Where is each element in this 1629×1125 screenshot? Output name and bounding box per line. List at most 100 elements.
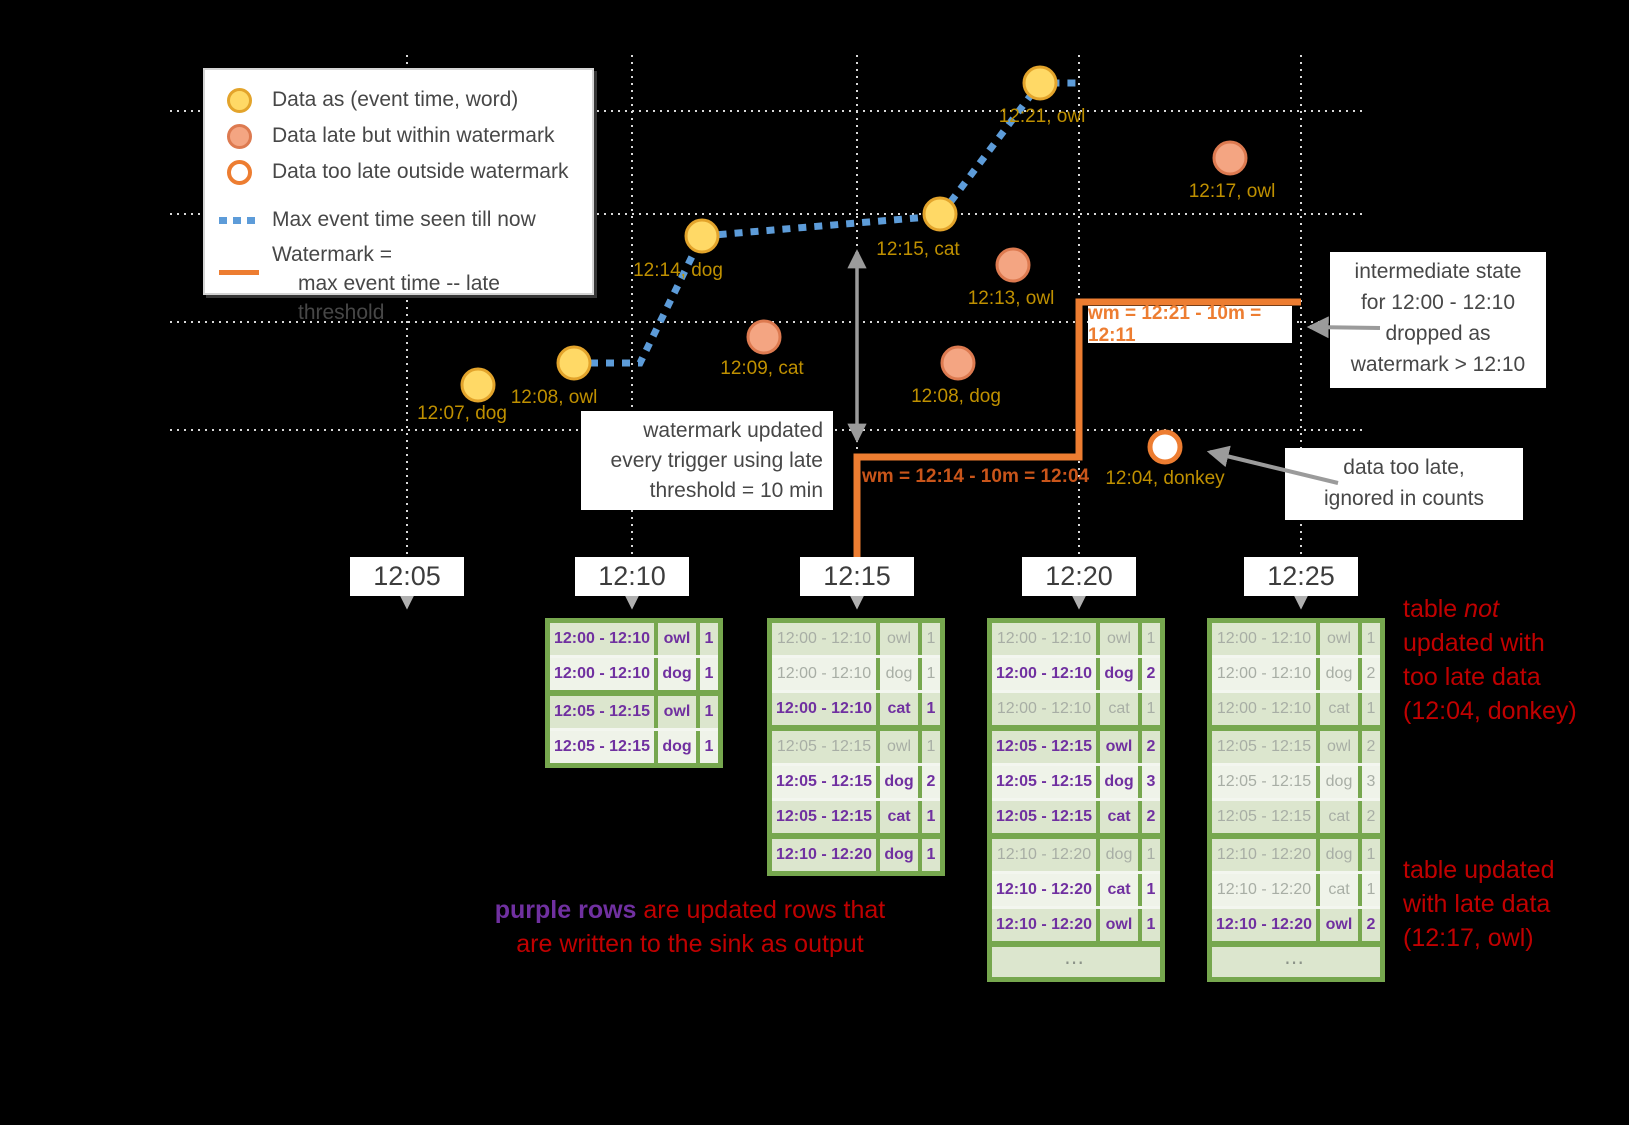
word-cell: owl xyxy=(1320,731,1358,763)
callout-line: every trigger using late xyxy=(610,449,823,472)
note-text: are written to the sink as output xyxy=(516,930,864,958)
row-separator xyxy=(772,690,940,693)
count-cell: 2 xyxy=(1142,658,1160,690)
table-row: 12:05 - 12:15 owl 1 xyxy=(550,696,718,728)
window-cell: 12:10 - 12:20 xyxy=(992,839,1096,871)
data-point-label: 12:09, cat xyxy=(720,358,804,379)
data-point-label: 12:04, donkey xyxy=(1105,468,1225,489)
row-separator xyxy=(992,690,1160,693)
row-separator xyxy=(992,871,1160,874)
table-row: 12:00 - 12:10 owl 1 xyxy=(772,623,940,655)
count-cell: 1 xyxy=(922,658,940,690)
count-cell: 2 xyxy=(1362,731,1380,763)
data-point-label: 12:17, owl xyxy=(1189,181,1276,202)
window-cell: 12:10 - 12:20 xyxy=(992,909,1096,941)
watermark-formula-first-label: wm = 12:14 - 10m = 12:04 xyxy=(862,466,1090,487)
window-cell: 12:10 - 12:20 xyxy=(992,874,1096,906)
count-cell: 1 xyxy=(1142,874,1160,906)
result-table-1215: 12:00 - 12:10 owl 1 12:00 - 12:10 dog 1 12:00 … xyxy=(767,618,945,876)
note-text: table xyxy=(1403,595,1465,623)
row-separator xyxy=(1212,690,1380,693)
data-point xyxy=(1147,429,1183,465)
row-separator xyxy=(550,655,718,658)
callout-line: watermark > 12:10 xyxy=(1350,353,1526,376)
data-point xyxy=(995,247,1031,283)
table-row: 12:00 - 12:10 dog 2 xyxy=(992,658,1160,690)
table-row: 12:00 - 12:10 owl 1 xyxy=(992,623,1160,655)
window-cell: 12:05 - 12:15 xyxy=(550,731,654,763)
data-point xyxy=(460,367,496,403)
time-label-1215: 12:15 xyxy=(800,557,914,596)
row-separator xyxy=(1212,871,1380,874)
table-row: 12:10 - 12:20 owl 2 xyxy=(1212,909,1380,941)
time-label-1225: 12:25 xyxy=(1244,557,1358,596)
callout-intermediate-state-dropped: intermediate state for 12:00 - 12:10 dro… xyxy=(1330,252,1546,388)
data-point-label: 12:08, owl xyxy=(511,387,598,408)
word-cell: dog xyxy=(658,731,696,763)
count-cell: 1 xyxy=(1362,623,1380,655)
window-cell: 12:05 - 12:15 xyxy=(550,696,654,728)
max-event-time-line xyxy=(574,79,1079,367)
legend-label: Data late but within watermark xyxy=(272,124,555,147)
window-cell: 12:05 - 12:15 xyxy=(1212,801,1316,833)
table-row: 12:10 - 12:20 dog 1 xyxy=(1212,839,1380,871)
table-row: 12:00 - 12:10 dog 2 xyxy=(1212,658,1380,690)
word-cell: dog xyxy=(1320,839,1358,871)
table-row: 12:00 - 12:10 owl 1 xyxy=(550,623,718,655)
count-cell: 1 xyxy=(700,623,718,655)
legend-item: Max event time seen till now xyxy=(219,202,578,238)
word-cell: owl xyxy=(1100,909,1138,941)
word-cell: cat xyxy=(1100,801,1138,833)
word-cell: dog xyxy=(1100,839,1138,871)
word-cell: cat xyxy=(880,693,918,725)
result-table-1220: 12:00 - 12:10 owl 1 12:00 - 12:10 dog 2 12:00 … xyxy=(987,618,1165,982)
table-row: 12:00 - 12:10 dog 1 xyxy=(772,658,940,690)
word-cell: dog xyxy=(1320,658,1358,690)
word-cell: owl xyxy=(1100,623,1138,655)
data-point xyxy=(684,218,720,254)
count-cell: 1 xyxy=(922,731,940,763)
late-point-icon xyxy=(219,123,259,149)
count-cell: 1 xyxy=(922,623,940,655)
table-row: 12:00 - 12:10 dog 1 xyxy=(550,658,718,690)
legend-label: Data as (event time, word) xyxy=(272,88,519,111)
row-separator xyxy=(1212,763,1380,766)
word-cell: dog xyxy=(658,658,696,690)
table-row: 12:05 - 12:15 dog 3 xyxy=(1212,766,1380,798)
window-cell: 12:00 - 12:10 xyxy=(992,623,1096,655)
legend-item: Data too late outside watermark xyxy=(219,154,578,190)
legend: Data as (event time, word) Data late but… xyxy=(203,68,594,324)
table-row: 12:10 - 12:20 cat 1 xyxy=(1212,874,1380,906)
table-row: 12:10 - 12:20 owl 1 xyxy=(992,909,1160,941)
data-point-label: 12:07, dog xyxy=(417,403,507,424)
data-point-label: 12:15, cat xyxy=(876,239,960,260)
row-separator xyxy=(1212,655,1380,658)
callout-line: dropped as xyxy=(1385,322,1491,345)
window-cell: 12:10 - 12:20 xyxy=(1212,874,1316,906)
data-point-label: 12:14, dog xyxy=(633,260,723,281)
window-cell: 12:00 - 12:10 xyxy=(772,693,876,725)
window-cell: 12:05 - 12:15 xyxy=(772,766,876,798)
word-cell: cat xyxy=(1100,874,1138,906)
count-cell: 1 xyxy=(1142,839,1160,871)
count-cell: 3 xyxy=(1362,766,1380,798)
legend-label: Max event time seen till now xyxy=(272,208,536,231)
word-cell: owl xyxy=(880,731,918,763)
purple-rows-highlight: purple rows xyxy=(494,896,637,924)
row-separator xyxy=(550,728,718,731)
max-event-time-line-icon xyxy=(219,216,259,224)
time-label-1210: 12:10 xyxy=(575,557,689,596)
word-cell: cat xyxy=(1100,693,1138,725)
data-point xyxy=(1212,140,1248,176)
window-cell: 12:05 - 12:15 xyxy=(992,801,1096,833)
window-cell: 12:00 - 12:10 xyxy=(772,658,876,690)
window-cell: 12:05 - 12:15 xyxy=(772,801,876,833)
time-label-1205: 12:05 xyxy=(350,557,464,596)
table-row: 12:05 - 12:15 cat 2 xyxy=(1212,801,1380,833)
data-point-label: 12:08, dog xyxy=(911,386,1001,407)
count-cell: 2 xyxy=(922,766,940,798)
callout-line: threshold = 10 min xyxy=(649,479,823,502)
count-cell: 1 xyxy=(1362,693,1380,725)
callout-line: data too late, xyxy=(1343,456,1465,479)
